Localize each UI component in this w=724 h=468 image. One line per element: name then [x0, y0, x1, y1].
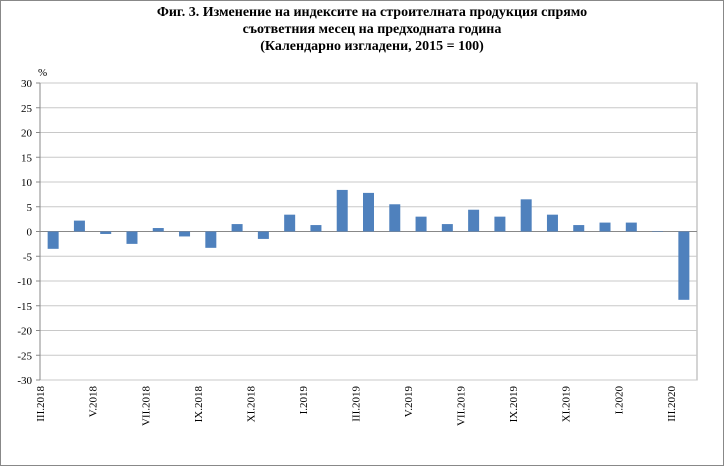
x-tick-label: XI.2018 — [245, 386, 257, 423]
bar — [100, 231, 112, 234]
bar — [678, 231, 690, 300]
y-tick-label: -20 — [17, 326, 32, 338]
bar — [257, 231, 269, 239]
x-tick-label: XI.2019 — [561, 386, 573, 423]
bar — [415, 216, 427, 232]
y-tick-label: -25 — [17, 350, 32, 362]
y-axis-label: % — [38, 67, 47, 79]
x-tick-label: V.2019 — [403, 386, 415, 418]
x-tick-label: IX.2019 — [508, 386, 520, 423]
bar — [126, 231, 138, 244]
y-tick-label: -30 — [17, 375, 32, 387]
x-tick-label: III.2018 — [35, 386, 47, 422]
bar — [599, 222, 611, 232]
bar — [47, 231, 59, 249]
y-tick-label: 25 — [21, 103, 33, 115]
chart-title: (Календарно изгладени, 2015 = 100) — [260, 39, 484, 54]
y-tick-label: 20 — [21, 128, 33, 140]
bar — [520, 199, 532, 232]
bar — [231, 224, 243, 232]
x-tick-label: I.2020 — [613, 386, 625, 415]
bar — [310, 225, 322, 232]
bar — [205, 231, 217, 248]
bar — [363, 192, 374, 232]
y-tick-label: -15 — [17, 301, 32, 313]
bar — [494, 216, 506, 232]
x-tick-label: VII.2019 — [456, 386, 468, 427]
x-tick-label: III.2020 — [666, 386, 678, 422]
chart-title: съответния месец на предходната година — [243, 22, 502, 37]
bar — [441, 224, 453, 232]
chart-title: Фиг. 3. Изменение на индексите на строит… — [157, 5, 587, 20]
y-tick-label: -10 — [17, 276, 32, 288]
x-tick-label: I.2019 — [298, 386, 310, 415]
bar — [179, 231, 191, 237]
bar — [468, 209, 480, 232]
x-tick-label: III.2019 — [351, 386, 363, 422]
bar — [336, 189, 348, 232]
bar — [152, 228, 164, 232]
y-tick-label: 5 — [27, 202, 33, 214]
x-tick-label: IX.2018 — [193, 386, 205, 423]
bar — [284, 214, 296, 232]
x-tick-label: V.2018 — [88, 386, 100, 418]
y-tick-label: -5 — [23, 251, 33, 263]
x-tick-label: VII.2018 — [140, 386, 152, 427]
bar — [389, 204, 401, 232]
y-tick-label: 10 — [21, 177, 33, 189]
y-tick-label: 15 — [21, 152, 33, 164]
y-tick-label: 0 — [27, 227, 33, 239]
bar — [546, 214, 558, 232]
y-tick-label: 30 — [21, 78, 33, 90]
bar — [573, 225, 585, 232]
bar — [625, 222, 637, 232]
bar — [73, 220, 85, 232]
